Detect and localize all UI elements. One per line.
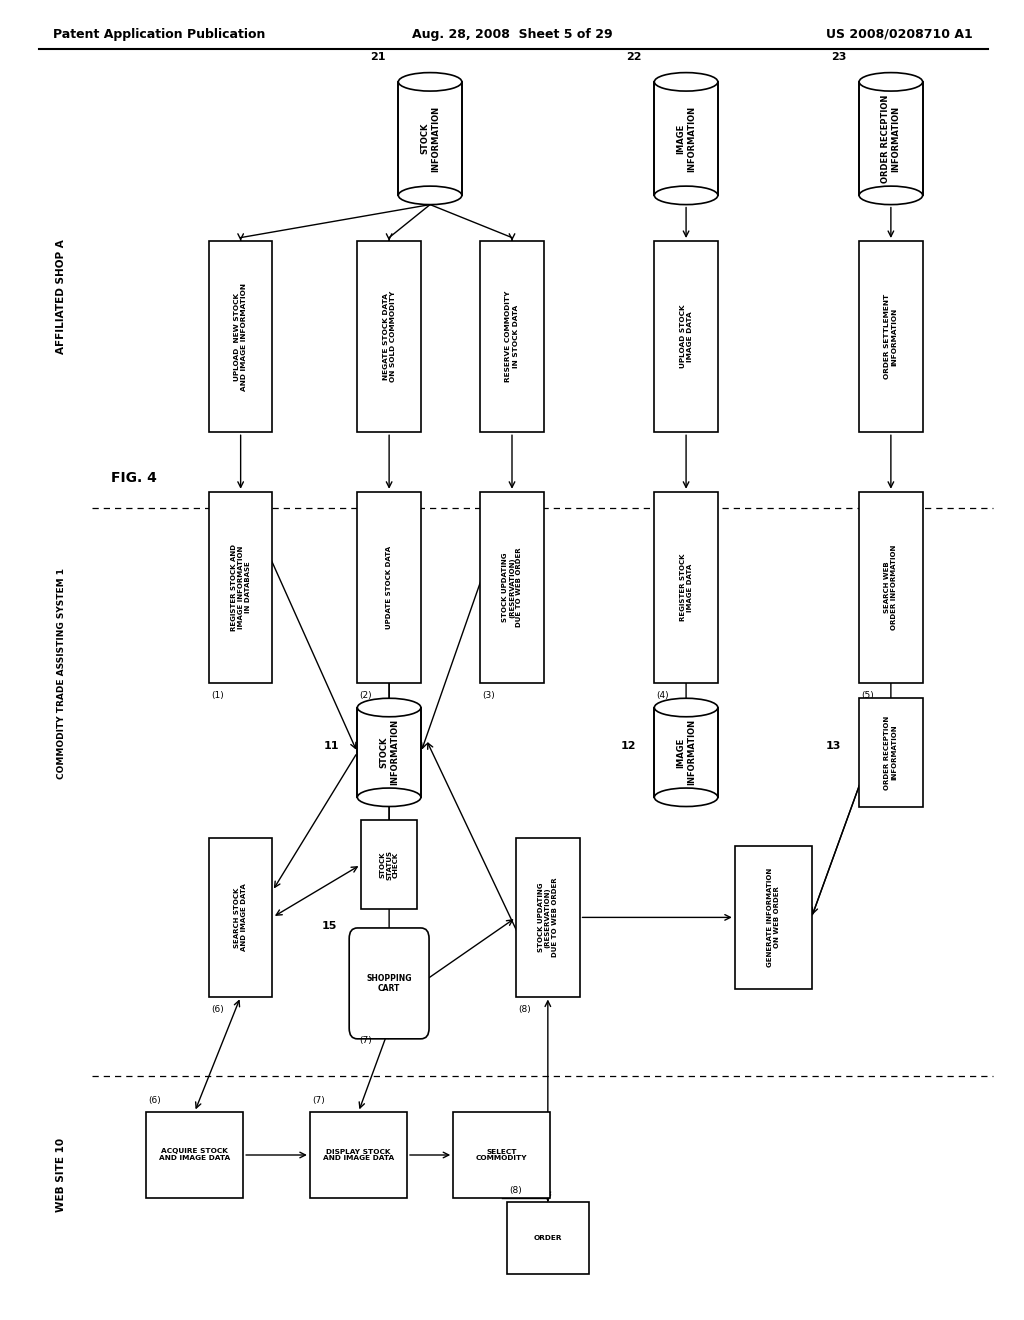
Ellipse shape: [654, 788, 718, 807]
Text: (8): (8): [518, 1005, 530, 1014]
Text: Aug. 28, 2008  Sheet 5 of 29: Aug. 28, 2008 Sheet 5 of 29: [412, 28, 612, 41]
Text: (4): (4): [656, 692, 669, 700]
Text: (2): (2): [359, 692, 372, 700]
Bar: [654, 242, 718, 433]
Text: STOCK UPDATING
(RESERVATION)
DUE TO WEB ORDER: STOCK UPDATING (RESERVATION) DUE TO WEB …: [538, 878, 558, 957]
Text: COMMODITY TRADE ASSISTING SYSTEM 1: COMMODITY TRADE ASSISTING SYSTEM 1: [57, 568, 66, 779]
Text: (3): (3): [482, 692, 495, 700]
FancyBboxPatch shape: [349, 928, 429, 1039]
Text: (7): (7): [311, 1097, 325, 1106]
Ellipse shape: [654, 73, 718, 91]
Text: SEARCH STOCK
AND IMAGE DATA: SEARCH STOCK AND IMAGE DATA: [234, 883, 247, 952]
Text: STOCK
INFORMATION: STOCK INFORMATION: [421, 106, 439, 172]
Text: 12: 12: [621, 741, 636, 751]
Bar: [516, 838, 580, 997]
Text: ORDER RECEPTION
INFORMATION: ORDER RECEPTION INFORMATION: [885, 715, 897, 789]
Bar: [309, 1111, 407, 1199]
Text: DISPLAY STOCK
AND IMAGE DATA: DISPLAY STOCK AND IMAGE DATA: [323, 1148, 394, 1162]
Text: ACQUIRE STOCK
AND IMAGE DATA: ACQUIRE STOCK AND IMAGE DATA: [159, 1148, 230, 1162]
Text: RESERVE COMMODITY
IN STOCK DATA: RESERVE COMMODITY IN STOCK DATA: [506, 290, 518, 383]
Ellipse shape: [357, 698, 421, 717]
Text: 21: 21: [371, 51, 386, 62]
Bar: [357, 242, 421, 433]
Text: 22: 22: [627, 51, 642, 62]
Bar: [480, 242, 544, 433]
Bar: [859, 698, 923, 807]
Text: STOCK
STATUS
CHECK: STOCK STATUS CHECK: [379, 850, 399, 879]
Text: UPLOAD STOCK
IMAGE DATA: UPLOAD STOCK IMAGE DATA: [680, 305, 692, 368]
Ellipse shape: [654, 698, 718, 717]
Text: 11: 11: [324, 741, 339, 751]
Text: STOCK UPDATING
(RESERVATION)
DUE TO WEB ORDER: STOCK UPDATING (RESERVATION) DUE TO WEB …: [502, 548, 522, 627]
Text: SELECT
COMMODITY: SELECT COMMODITY: [476, 1148, 527, 1162]
Text: IMAGE
INFORMATION: IMAGE INFORMATION: [677, 719, 695, 785]
Ellipse shape: [654, 186, 718, 205]
Bar: [654, 82, 718, 195]
Bar: [146, 1111, 244, 1199]
Ellipse shape: [859, 186, 923, 205]
Bar: [859, 82, 923, 195]
Text: WEB SITE 10: WEB SITE 10: [56, 1138, 67, 1212]
Ellipse shape: [398, 73, 462, 91]
Text: UPDATE STOCK DATA: UPDATE STOCK DATA: [386, 546, 392, 628]
Text: (8): (8): [509, 1187, 521, 1196]
Text: SEARCH WEB
ORDER INFORMATION: SEARCH WEB ORDER INFORMATION: [885, 545, 897, 630]
Bar: [209, 491, 272, 682]
Text: (1): (1): [211, 692, 223, 700]
Text: ORDER: ORDER: [534, 1236, 562, 1241]
Bar: [357, 491, 421, 682]
Bar: [357, 708, 421, 797]
Text: 13: 13: [825, 741, 841, 751]
Text: REGISTER STOCK AND
IMAGE INFORMATION
IN DATABASE: REGISTER STOCK AND IMAGE INFORMATION IN …: [230, 544, 251, 631]
Text: NEGATE STOCK DATA
ON SOLD COMMODITY: NEGATE STOCK DATA ON SOLD COMMODITY: [383, 290, 395, 383]
Bar: [398, 82, 462, 195]
Bar: [360, 820, 418, 909]
Text: ORDER RECEPTION
INFORMATION: ORDER RECEPTION INFORMATION: [882, 95, 900, 182]
Text: REGISTER STOCK
IMAGE DATA: REGISTER STOCK IMAGE DATA: [680, 553, 692, 622]
Text: (6): (6): [148, 1097, 161, 1106]
Text: STOCK
INFORMATION: STOCK INFORMATION: [380, 719, 398, 785]
Bar: [735, 846, 811, 989]
Text: FIG. 4: FIG. 4: [111, 471, 157, 484]
Bar: [453, 1111, 551, 1199]
Text: AFFILIATED SHOP A: AFFILIATED SHOP A: [56, 240, 67, 354]
Bar: [859, 242, 923, 433]
Text: US 2008/0208710 A1: US 2008/0208710 A1: [826, 28, 973, 41]
Text: (5): (5): [861, 692, 873, 700]
Bar: [859, 491, 923, 682]
Text: UPLOAD  NEW STOCK
AND IMAGE INFORMATION: UPLOAD NEW STOCK AND IMAGE INFORMATION: [234, 282, 247, 391]
Text: IMAGE
INFORMATION: IMAGE INFORMATION: [677, 106, 695, 172]
Text: ORDER SETTLEMENT
INFORMATION: ORDER SETTLEMENT INFORMATION: [885, 294, 897, 379]
Bar: [654, 491, 718, 682]
Bar: [209, 838, 272, 997]
Bar: [654, 708, 718, 797]
Bar: [480, 491, 544, 682]
Text: (7): (7): [359, 1036, 372, 1045]
Text: Patent Application Publication: Patent Application Publication: [53, 28, 265, 41]
Text: SHOPPING
CART: SHOPPING CART: [367, 974, 412, 993]
Text: 23: 23: [831, 51, 847, 62]
Ellipse shape: [357, 788, 421, 807]
Bar: [209, 242, 272, 433]
Text: GENERATE INFORMATION
ON WEB ORDER: GENERATE INFORMATION ON WEB ORDER: [767, 867, 779, 968]
Bar: [507, 1201, 589, 1275]
Text: (6): (6): [211, 1005, 223, 1014]
Ellipse shape: [398, 186, 462, 205]
Ellipse shape: [859, 73, 923, 91]
Text: 15: 15: [322, 920, 337, 931]
